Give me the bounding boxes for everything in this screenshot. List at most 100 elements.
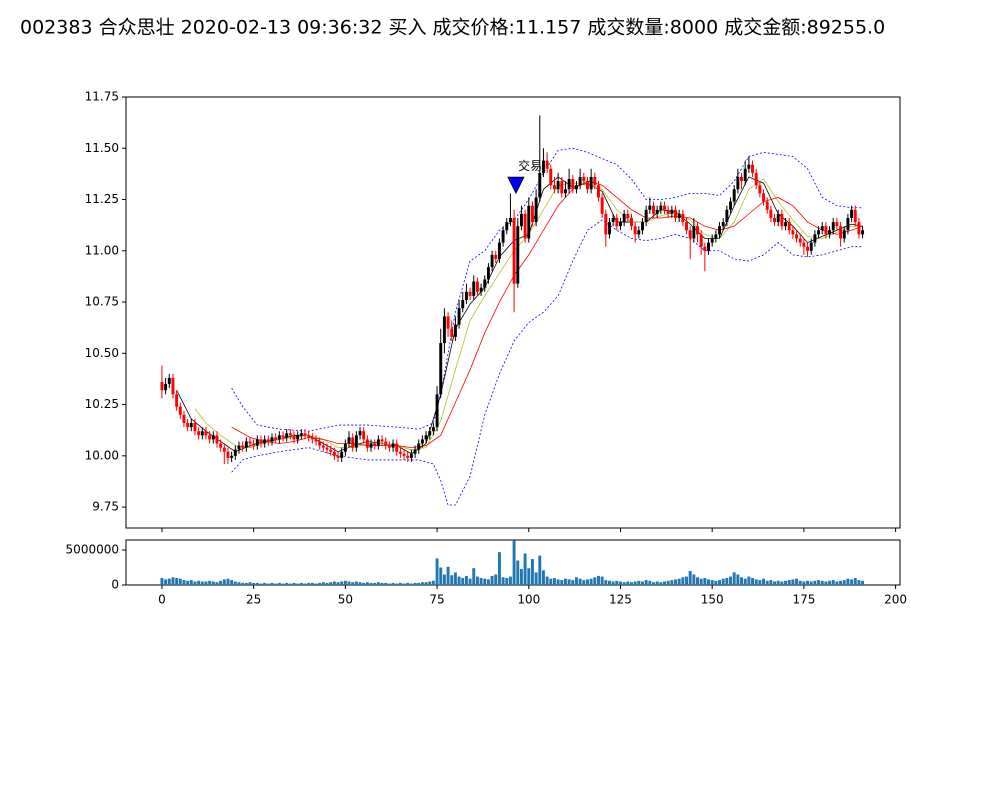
candle-body xyxy=(541,160,545,173)
candle-body xyxy=(846,217,850,231)
volume-bar xyxy=(391,582,395,585)
candle-body xyxy=(831,222,835,231)
candle-body xyxy=(677,213,681,218)
candle-body xyxy=(666,209,670,214)
candle-body xyxy=(747,164,751,169)
volume-bar xyxy=(773,581,777,585)
candle-body xyxy=(387,445,391,448)
candle-body xyxy=(791,230,795,235)
volume-bar xyxy=(299,582,303,585)
volume-bar xyxy=(464,575,468,585)
volume-bar xyxy=(806,580,810,585)
volume-bar xyxy=(732,572,736,585)
candle-body xyxy=(310,437,314,440)
candle-body xyxy=(318,441,322,446)
candle-body xyxy=(817,230,821,235)
candle-body xyxy=(732,189,736,202)
candle-body xyxy=(780,213,784,227)
volume-bar xyxy=(802,581,806,585)
y-tick-label: 10.50 xyxy=(85,346,119,360)
candle-body xyxy=(439,343,443,395)
volume-bar xyxy=(516,560,520,585)
axes-frame xyxy=(125,96,901,529)
volume-bar xyxy=(373,582,377,585)
volume-bar xyxy=(828,580,832,585)
volume-bar xyxy=(193,581,197,585)
volume-bar xyxy=(853,578,857,585)
candle-body xyxy=(442,316,446,344)
candle-body xyxy=(336,455,340,458)
candle-body xyxy=(824,226,828,235)
volume-bar xyxy=(556,579,560,585)
volume-bar xyxy=(160,578,164,585)
candle-body xyxy=(343,443,347,452)
volume-bar xyxy=(681,577,685,585)
candle-body xyxy=(259,439,263,444)
volume-bar xyxy=(765,580,769,585)
candle-body xyxy=(182,414,186,424)
volume-bar xyxy=(186,580,190,585)
volume-bar xyxy=(204,581,208,585)
volume-bar xyxy=(615,580,619,585)
volume-bar xyxy=(798,580,802,585)
volume-bar xyxy=(567,579,571,585)
candle-body xyxy=(175,394,179,407)
volume-bar xyxy=(446,566,450,585)
candle-body xyxy=(208,435,212,440)
candle-body xyxy=(798,238,802,243)
volume-bar xyxy=(435,558,439,585)
volume-bar xyxy=(670,580,674,585)
volume-bar xyxy=(604,580,608,585)
volume-bar xyxy=(494,574,498,585)
candle-body xyxy=(241,445,245,448)
candle-body xyxy=(685,222,688,231)
candle-body xyxy=(255,439,259,446)
x-tick-label: 50 xyxy=(338,593,353,607)
volume-bar xyxy=(523,553,527,585)
candle-body xyxy=(718,226,721,235)
volume-bar xyxy=(780,581,784,585)
y-tick-label: 10.25 xyxy=(85,397,119,411)
candle-body xyxy=(497,242,501,259)
candle-body xyxy=(340,451,344,458)
candle-body xyxy=(714,234,718,239)
candle-body xyxy=(457,308,461,325)
candle-body xyxy=(696,226,699,235)
y-tick-label: 5000000 xyxy=(66,543,119,557)
volume-bar xyxy=(666,580,670,585)
candle-body xyxy=(332,451,336,456)
volume-bar xyxy=(582,580,586,585)
volume-bar xyxy=(281,583,285,585)
volume-bar xyxy=(710,580,714,585)
volume-bar xyxy=(263,582,267,585)
volume-bar xyxy=(167,578,171,585)
candle-body xyxy=(365,439,369,448)
volume-bar xyxy=(842,580,846,585)
volume-bar xyxy=(259,583,263,585)
volume-bar xyxy=(497,552,501,585)
volume-bar xyxy=(861,580,865,585)
candle-body xyxy=(523,213,527,239)
volume-bar xyxy=(457,576,461,585)
candle-body xyxy=(178,406,182,415)
volume-bar xyxy=(644,580,648,585)
x-tick-label: 200 xyxy=(884,593,907,607)
volume-bar xyxy=(307,582,311,585)
volume-bar xyxy=(633,581,637,585)
volume-bar xyxy=(453,572,457,585)
x-tick-label: 100 xyxy=(517,593,540,607)
volume-bar xyxy=(413,582,417,585)
candle-body xyxy=(773,217,777,223)
volume-bar xyxy=(740,577,743,585)
volume-bar xyxy=(483,578,487,585)
volume-bar xyxy=(182,580,186,585)
candle-body xyxy=(806,246,810,251)
volume-bar xyxy=(395,583,399,585)
candle-body xyxy=(303,433,307,436)
volume-bar xyxy=(314,583,318,585)
candle-body xyxy=(384,441,388,446)
candle-body xyxy=(637,230,641,235)
volume-bar xyxy=(791,579,795,585)
candle-body xyxy=(186,423,190,428)
candle-body xyxy=(622,213,626,223)
